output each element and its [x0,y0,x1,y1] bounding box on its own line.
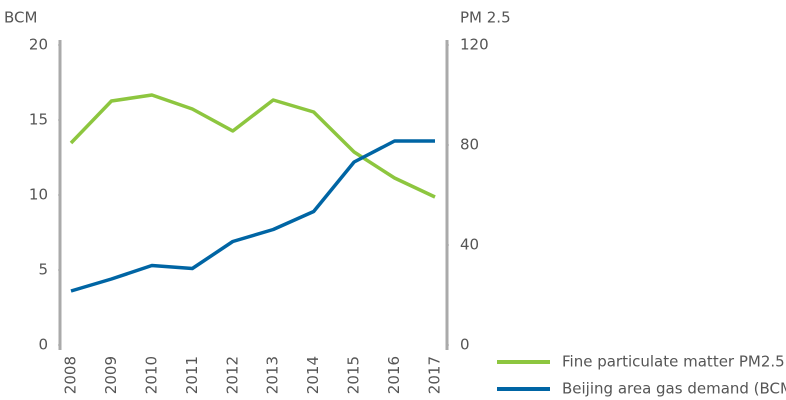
line-series [69,93,436,199]
y2-tick-label: 120 [460,36,489,54]
y-tick-label: 10 [29,186,48,204]
x-tick-label: 2009 [102,356,120,394]
y-tick-label: 5 [38,261,48,279]
y2-axis-title: PM 2.5 [460,9,511,27]
y-axis-title: BCM [4,9,37,27]
x-tick-label: 2012 [223,356,241,394]
legend-label: Beijing area gas demand (BCM) [562,380,786,398]
x-tick-label: 2008 [62,356,80,394]
y-tick-label: 0 [38,336,48,354]
y2-tick-label: 40 [460,236,479,254]
y2-tick-label: 0 [460,336,470,354]
x-tick-label: 2015 [345,356,363,394]
y-tick-label: 20 [29,36,48,54]
x-tick-label: 2017 [426,356,444,394]
x-tick-label: 2013 [264,356,282,394]
legend-label: Fine particulate matter PM2.5 [562,353,785,371]
x-tick-label: 2014 [304,356,322,394]
x-tick-label: 2016 [385,356,403,394]
y-tick-label: 15 [29,111,48,129]
x-tick-label: 2011 [183,356,201,394]
x-tick-label: 2010 [142,356,160,394]
y2-tick-label: 80 [460,136,479,154]
line-series [70,139,435,293]
